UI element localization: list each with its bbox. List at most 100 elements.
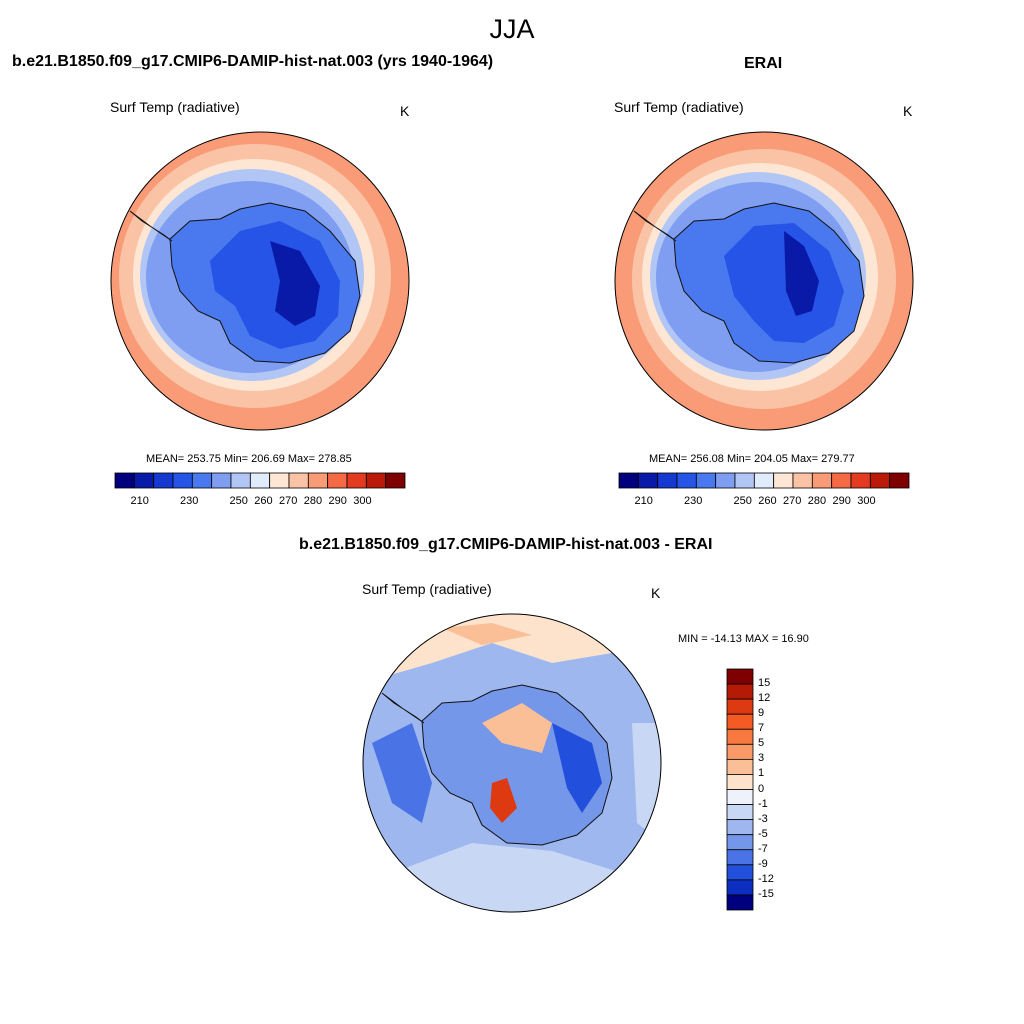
colorbar-tick-label: -3 [758,812,768,825]
panel-diff-title: b.e21.B1850.f09_g17.CMIP6-DAMIP-hist-nat… [299,536,713,553]
diff-antarctica-continent [421,684,613,846]
colorbar-swatch [773,472,794,489]
panel-model-polar-map [110,131,410,431]
colorbar-swatch [726,894,754,911]
colorbar-swatch [726,743,754,760]
colorbar-swatch [133,472,155,489]
panel-model-units: K [400,103,410,119]
panel-diff-stats: MIN = -14.13 MAX = 16.90 [678,633,809,645]
colorbar-swatch [695,472,717,489]
colorbar-swatch [230,472,251,489]
colorbar-tick-label: 3 [758,752,765,765]
colorbar-tick-label: 230 [180,495,199,507]
colorbar-tick-label: -15 [758,887,774,900]
model-antarctic-peninsula [129,210,173,242]
panel-erai-stats: MEAN= 256.08 Min= 204.05 Max= 279.77 [649,453,855,465]
colorbar-tick-label: 0 [758,782,765,795]
colorbar-tick-label: 1 [758,767,765,780]
panel-erai-units: K [903,103,913,119]
colorbar-model [114,472,406,489]
diff-ross-ice-warm [482,703,552,753]
panel-erai-title: ERAI [744,55,783,72]
panel-erai-variable: Surf Temp (radiative) [614,99,744,115]
colorbar-model-ticks: 210 230 250 260 270 280 290 300 [115,495,405,509]
colorbar-swatch [307,472,329,489]
colorbar-swatch [346,472,367,489]
colorbar-swatch [889,472,910,489]
colorbar-swatch [288,472,309,489]
colorbar-swatch [385,472,406,489]
figure-season-title: JJA [489,14,535,44]
colorbar-swatch [811,472,833,489]
colorbar-swatch [676,472,697,489]
colorbar-swatch [726,834,754,851]
erai-antarctic-peninsula [633,210,677,242]
colorbar-tick-label: 5 [758,737,765,750]
colorbar-swatch [726,879,754,896]
colorbar-swatch [726,713,754,730]
colorbar-swatch [327,472,348,489]
colorbar-swatch [715,472,736,489]
diff-peninsula-hotspot [490,778,517,823]
colorbar-tick-label: -12 [758,872,774,885]
colorbar-swatch [211,472,232,489]
colorbar-tick-label: 260 [254,495,273,507]
colorbar-erai [618,472,910,489]
colorbar-tick-label: 250 [733,495,752,507]
panel-model-title: b.e21.B1850.f09_g17.CMIP6-DAMIP-hist-nat… [12,53,494,70]
colorbar-swatch [726,804,754,821]
panel-model-variable: Surf Temp (radiative) [110,99,240,115]
colorbar-tick-label: 300 [353,495,372,507]
colorbar-swatch [726,819,754,836]
colorbar-tick-label: 290 [832,495,851,507]
colorbar-swatch [753,472,775,489]
colorbar-swatch [172,472,193,489]
colorbar-tick-label: 290 [328,495,347,507]
colorbar-swatch [726,864,754,881]
erai-plateau-coldest [784,231,819,316]
colorbar-swatch [618,472,639,489]
colorbar-swatch [850,472,871,489]
colorbar-tick-label: 210 [130,495,149,507]
colorbar-swatch [726,683,754,700]
colorbar-tick-label: -5 [758,827,768,840]
colorbar-diff [726,668,754,911]
colorbar-erai-ticks: 210 230 250 260 270 280 290 300 [619,495,909,509]
colorbar-tick-label: -1 [758,797,768,810]
colorbar-swatch [726,728,754,745]
panel-diff-variable: Surf Temp (radiative) [362,581,492,597]
colorbar-swatch [869,472,891,489]
colorbar-swatch [191,472,213,489]
colorbar-diff-ticks: 15 12 9 7 5 3 1 0 -1 -3 -5 -7 -9 -12 -15 [758,669,798,910]
colorbar-swatch [114,472,135,489]
colorbar-tick-label: -9 [758,857,768,870]
colorbar-tick-label: 230 [684,495,703,507]
colorbar-swatch [726,668,754,685]
colorbar-swatch [792,472,813,489]
colorbar-tick-label: 280 [303,495,323,507]
panel-erai-polar-map [614,131,914,431]
colorbar-swatch [249,472,271,489]
colorbar-swatch [365,472,387,489]
panel-model-stats: MEAN= 253.75 Min= 206.69 Max= 278.85 [146,453,352,465]
colorbar-swatch [726,849,754,866]
colorbar-tick-label: -7 [758,842,768,855]
panel-diff-polar-map [362,613,662,913]
colorbar-tick-label: 9 [758,707,765,720]
colorbar-tick-label: 280 [807,495,827,507]
colorbar-swatch [726,789,754,805]
colorbar-swatch [831,472,852,489]
colorbar-tick-label: 270 [279,495,298,507]
colorbar-swatch [726,774,754,790]
colorbar-tick-label: 300 [857,495,876,507]
colorbar-tick-label: 7 [758,722,765,735]
diff-west-ocean-cold [372,723,432,823]
panel-diff-units: K [651,585,661,601]
colorbar-tick-label: 270 [783,495,802,507]
erai-interior-cold [724,223,844,343]
colorbar-tick-label: 15 [758,677,771,690]
colorbar-tick-label: 250 [229,495,248,507]
diff-north-ocean-warmer [442,623,532,645]
colorbar-swatch [269,472,290,489]
colorbar-tick-label: 210 [634,495,653,507]
